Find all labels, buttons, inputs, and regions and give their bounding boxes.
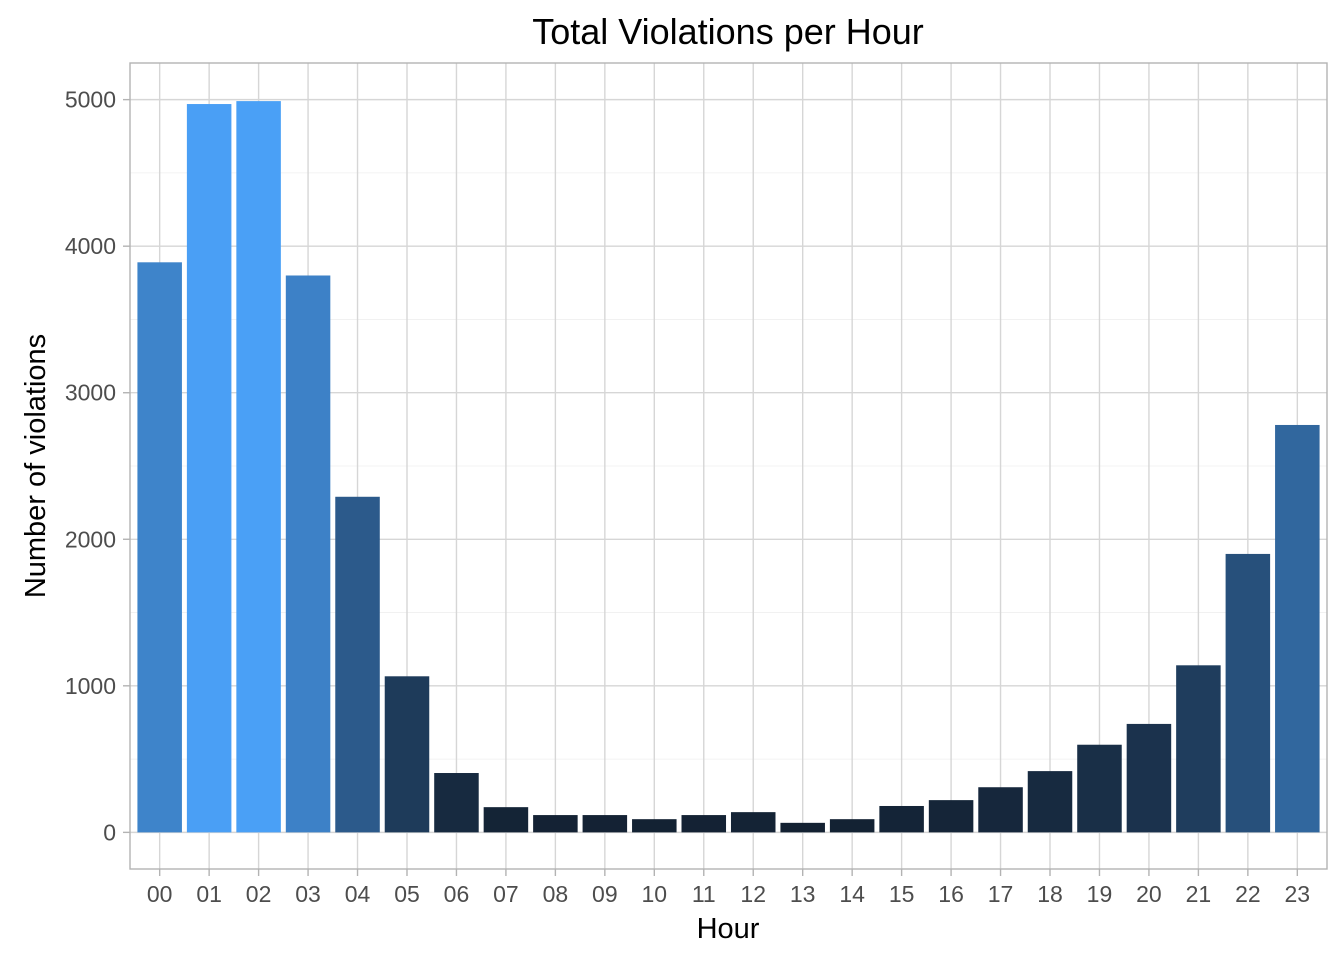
x-tick-label: 07 [493,881,519,907]
bar-hour-20 [1126,723,1172,833]
bar-hour-09 [582,815,628,833]
bar-hour-08 [533,815,578,833]
x-tick-label: 06 [444,881,470,907]
bar-hour-05 [384,676,430,833]
bar-hour-07 [483,807,529,833]
x-tick-label: 21 [1186,881,1212,907]
bar-hour-21 [1176,665,1221,833]
x-tick-label: 09 [592,881,618,907]
y-tick-label: 0 [103,819,116,845]
x-tick-label: 03 [295,881,321,907]
y-axis: 0 1000 2000 3000 4000 5000 [65,87,130,845]
bar-hour-14 [829,819,875,833]
x-tick-label: 12 [740,881,766,907]
x-tick-label: 22 [1235,881,1261,907]
bar-hour-06 [434,773,479,833]
bar-hour-04 [335,496,380,833]
bar-hour-17 [978,787,1023,833]
x-tick-label: 01 [196,881,222,907]
x-tick-label: 05 [394,881,420,907]
x-tick-label: 20 [1136,881,1162,907]
y-tick-label: 1000 [65,673,116,699]
bar-hour-16 [928,800,974,833]
plot-panel-border [129,62,1328,870]
chart-title: Total Violations per Hour [532,11,924,52]
y-tick-label: 5000 [65,87,116,113]
x-tick-label: 18 [1037,881,1063,907]
y-tick-label: 2000 [65,526,116,552]
x-tick-label: 02 [246,881,272,907]
x-tick-label: 04 [345,881,371,907]
x-tick-label: 14 [839,881,865,907]
bars [137,101,1320,833]
bar-hour-18 [1027,771,1073,833]
y-tick-label: 3000 [65,380,116,406]
bar-hour-13 [780,822,825,833]
bar-hour-03 [285,275,331,833]
x-tick-label: 10 [642,881,668,907]
bar-hour-15 [879,805,924,833]
bar-hour-10 [632,819,677,833]
x-tick-label: 11 [692,881,716,907]
bar-hour-12 [730,812,776,833]
x-tick-label: 13 [790,881,816,907]
x-tick-label: 15 [889,881,915,907]
y-axis-title: Number of violations [20,334,52,598]
x-tick-label: 08 [543,881,569,907]
x-tick-label: 19 [1087,881,1113,907]
x-tick-label: 00 [147,881,173,907]
bar-hour-19 [1077,744,1122,833]
bar-hour-22 [1225,553,1271,833]
bar-hour-23 [1275,424,1320,833]
bar-hour-00 [137,262,182,833]
x-axis: 00 01 02 03 04 05 06 07 08 09 10 11 12 13 14 15 16 17 18 19… [147,869,1310,907]
bar-hour-01 [186,104,232,833]
x-tick-label: 16 [938,881,964,907]
bar-hour-02 [236,101,281,833]
y-tick-label: 4000 [65,233,116,259]
x-tick-label: 17 [988,881,1014,907]
bar-hour-11 [681,815,727,833]
x-tick-label: 23 [1285,881,1311,907]
x-axis-title: Hour [697,913,760,945]
